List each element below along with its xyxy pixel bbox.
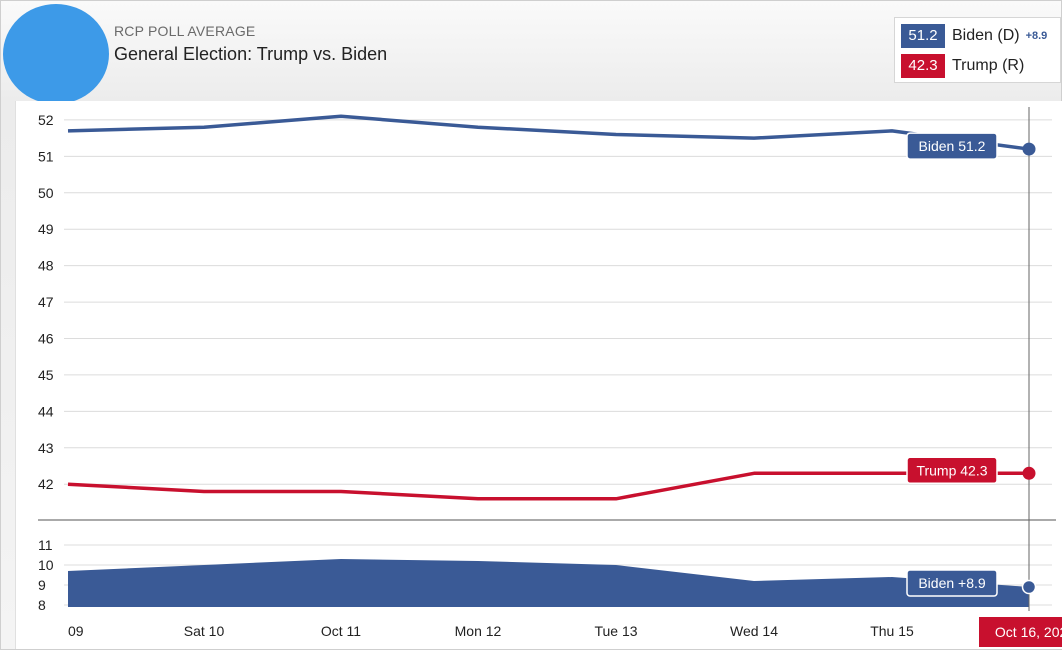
x-tick-label: Thu 15 xyxy=(870,623,914,639)
highlight-date-box xyxy=(979,617,1062,647)
y-tick-label: 48 xyxy=(38,258,54,274)
series-line-biden xyxy=(67,114,1030,151)
x-tick-label: Oct 11 xyxy=(321,623,361,639)
y-tick-label: 52 xyxy=(38,112,54,128)
legend-item-biden[interactable]: 51.2 Biden (D) +8.9 xyxy=(901,24,1047,48)
y-tick-label: 9 xyxy=(38,577,46,593)
legend-name-trump: Trump (R) xyxy=(952,57,1025,74)
x-tick-label: Mon 12 xyxy=(455,623,502,639)
series-area-biden-spread xyxy=(68,559,1029,607)
legend-name-biden: Biden (D) xyxy=(952,27,1020,44)
x-tick-label-highlight: Oct 16, 2020 xyxy=(995,624,1062,640)
legend-value-biden: 51.2 xyxy=(901,24,945,48)
y-tick-label: 43 xyxy=(38,440,54,456)
x-tick-label: 09 xyxy=(68,623,84,639)
point-trump xyxy=(1022,466,1036,480)
legend: 51.2 Biden (D) +8.9 42.3 Trump (R) xyxy=(894,17,1061,83)
point-biden xyxy=(1022,142,1036,156)
legend-spread-biden: +8.9 xyxy=(1025,30,1048,42)
x-tick-label: Wed 14 xyxy=(730,623,778,639)
y-tick-label: 11 xyxy=(38,537,53,553)
y-tick-label: 10 xyxy=(38,557,54,573)
chart-kicker: RCP POLL AVERAGE xyxy=(114,23,256,39)
y-tick-label: 47 xyxy=(38,294,54,310)
end-label-biden: Biden 51.2 xyxy=(919,138,986,154)
y-tick-label: 42 xyxy=(38,476,54,492)
end-label-trump: Trump 42.3 xyxy=(916,462,987,478)
logo-blob xyxy=(3,4,109,104)
end-label-biden-box xyxy=(906,132,998,160)
y-tick-label: 44 xyxy=(38,403,54,419)
y-tick-label: 50 xyxy=(38,185,54,201)
chart-title: General Election: Trump vs. Biden xyxy=(114,44,388,64)
chart-area[interactable]: 42 43 44 45 46 47 48 49 50 51 52 8 9 10 11 Biden 51.2 Tr… xyxy=(15,101,1062,649)
y-tick-label: 51 xyxy=(38,148,54,164)
legend-item-trump[interactable]: 42.3 Trump (R) xyxy=(901,54,1024,78)
point-spread xyxy=(1021,579,1037,595)
y-tick-label: 8 xyxy=(38,597,46,613)
end-label-spread-box xyxy=(906,569,998,597)
end-label-spread: Biden +8.9 xyxy=(918,575,986,591)
y-tick-label: 46 xyxy=(38,331,54,347)
series-line-trump xyxy=(67,471,1029,501)
x-tick-label: Sat 10 xyxy=(184,623,225,639)
x-tick-label: Tue 13 xyxy=(594,623,637,639)
y-tick-label: 49 xyxy=(38,221,54,237)
y-tick-label: 45 xyxy=(38,367,54,383)
end-label-trump-box xyxy=(906,456,998,485)
legend-value-trump: 42.3 xyxy=(901,54,945,78)
chart-svg[interactable]: 42 43 44 45 46 47 48 49 50 51 52 8 9 10 11 Biden 51.2 Tr… xyxy=(16,101,1062,649)
